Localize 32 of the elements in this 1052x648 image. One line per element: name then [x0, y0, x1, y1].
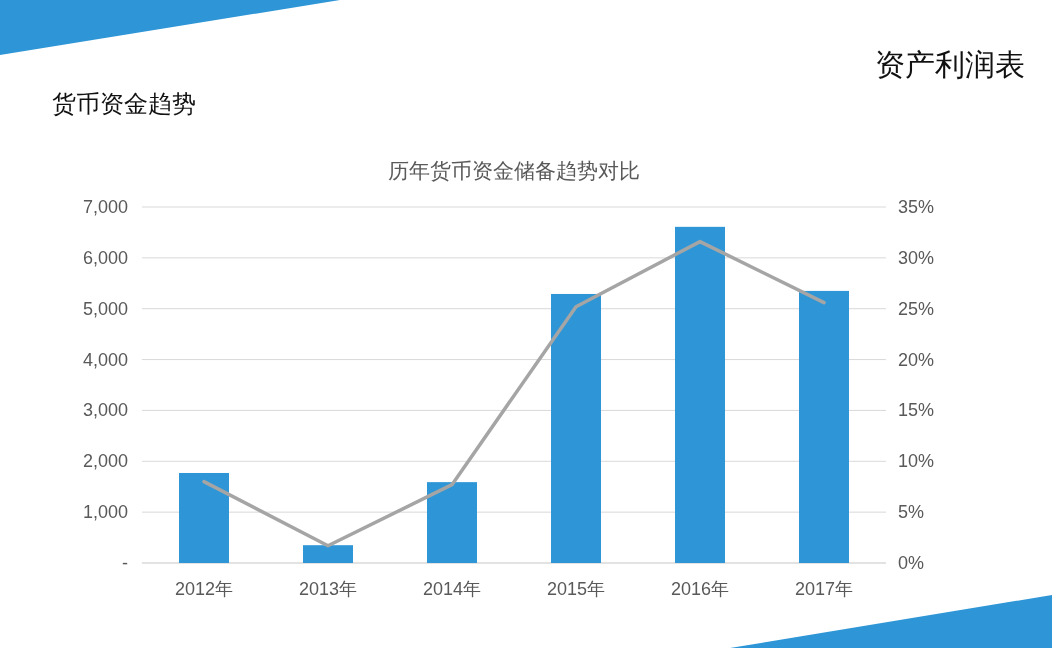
y-tick-label: 4,000 — [82, 349, 128, 370]
x-tick-label: 2016年 — [670, 579, 730, 599]
chart-title: 历年货币资金储备趋势对比 — [388, 159, 640, 182]
bar — [799, 290, 849, 563]
x-tick-label: 2017年 — [794, 579, 854, 599]
y-tick-label: 6,000 — [82, 247, 128, 268]
y-tick-label: 1,000 — [82, 502, 128, 523]
x-tick-label: 2014年 — [422, 579, 482, 599]
y2-tick-label: 5% — [898, 502, 925, 523]
x-tick-label: 2013年 — [298, 579, 358, 599]
y2-tick-label: 15% — [898, 400, 935, 421]
x-tick-label: 2012年 — [174, 579, 234, 599]
bar — [675, 226, 725, 563]
line-series — [202, 239, 826, 548]
y2-tick-label: 10% — [898, 451, 935, 472]
text: 资产利润表 — [875, 48, 1025, 81]
y2-tick-label: 25% — [898, 298, 935, 319]
bar — [303, 545, 353, 563]
y-tick-label: 5,000 — [82, 298, 128, 319]
y-tick-label: 2,000 — [82, 451, 128, 472]
y2-tick-label: 0% — [898, 553, 925, 573]
y-tick-label: 3,000 — [82, 400, 128, 421]
x-tick-label: 2015年 — [546, 579, 606, 599]
bar — [551, 293, 601, 563]
bar — [427, 482, 477, 563]
y2-tick-label: 35% — [898, 197, 935, 217]
y2-tick-label: 20% — [898, 349, 935, 370]
y-tick-label: - — [122, 553, 128, 573]
y2-tick-label: 30% — [898, 247, 935, 268]
bar — [179, 472, 229, 563]
text: 货币资金趋势 — [52, 90, 196, 117]
y-tick-label: 7,000 — [82, 197, 128, 217]
